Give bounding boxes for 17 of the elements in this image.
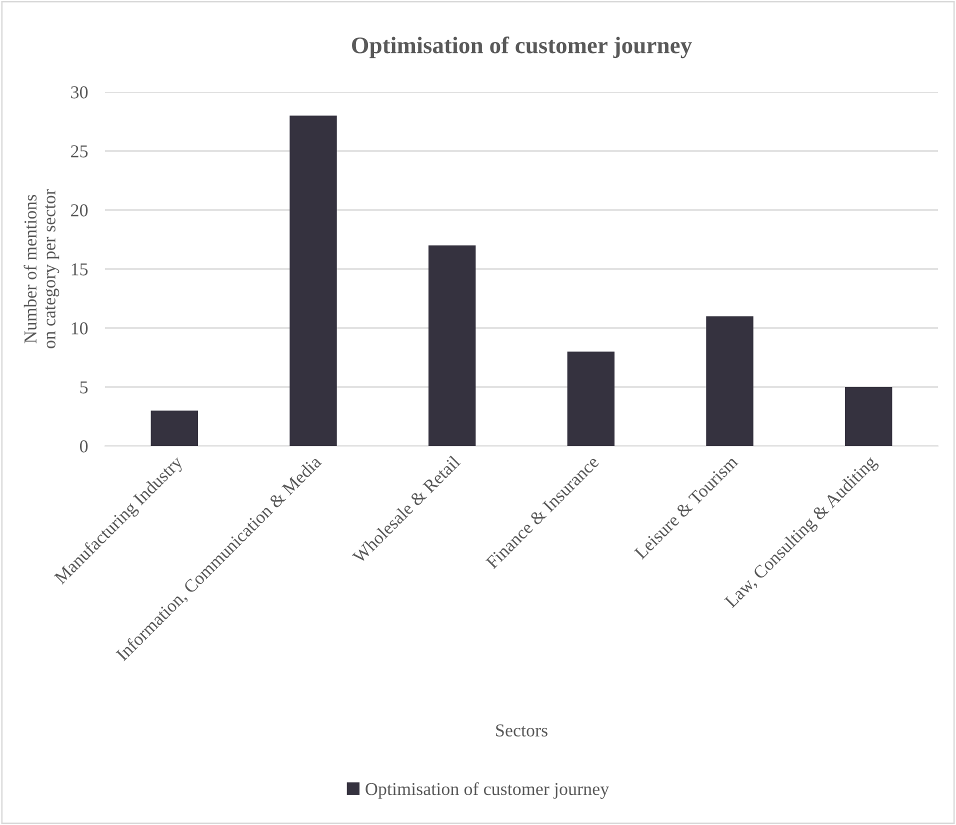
legend-label: Optimisation of customer journey [366, 782, 610, 799]
y-tick-label: 25 [71, 145, 88, 158]
bar [706, 316, 754, 446]
x-axis-title: Sectors [496, 724, 548, 737]
y-tick-label: 10 [72, 322, 88, 334]
bar [150, 410, 198, 446]
y-axis-title: Number of mentions on category per sector [24, 189, 60, 348]
bar [290, 116, 337, 446]
chart-title: Optimisation of customer journey [352, 36, 692, 58]
bar [567, 352, 615, 446]
bar [844, 387, 892, 446]
y-tick-label: 5 [80, 381, 88, 394]
y-tick-label: 15 [72, 263, 88, 276]
y-tick-label: 20 [71, 204, 88, 216]
y-tick-label: 0 [80, 440, 88, 452]
bar [428, 245, 476, 446]
y-tick-label: 30 [71, 86, 88, 98]
